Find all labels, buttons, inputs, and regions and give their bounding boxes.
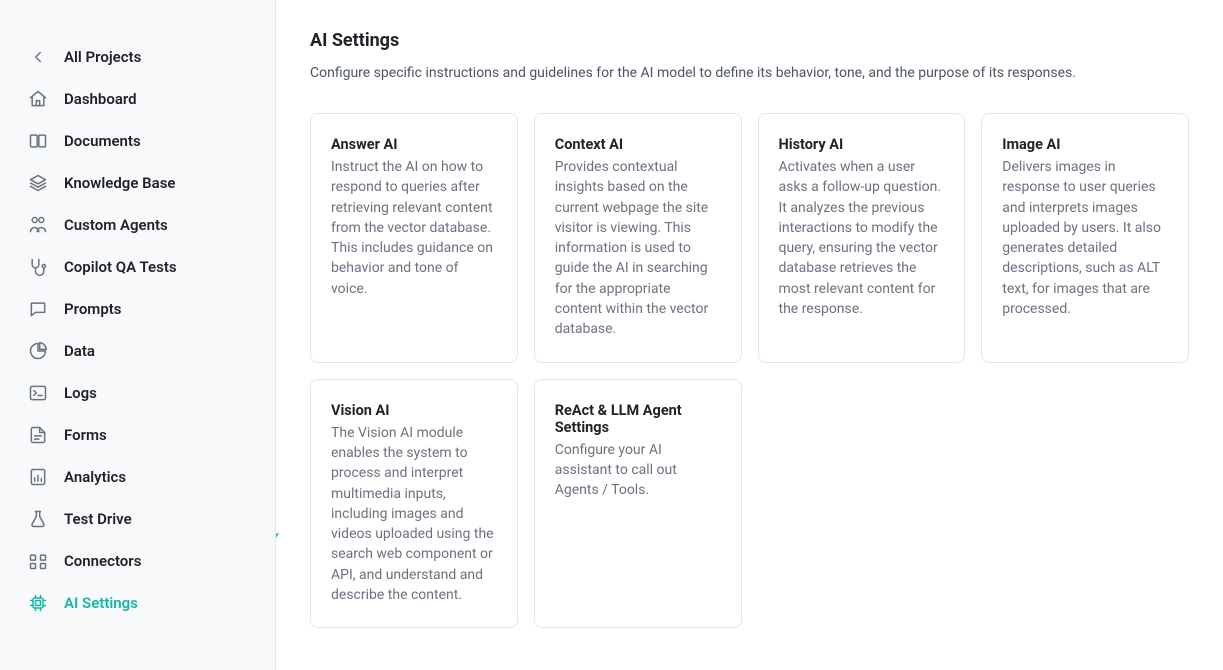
sidebar-item-label: Forms — [64, 426, 107, 444]
card-react-agent[interactable]: ReAct & LLM Agent Settings Configure you… — [534, 379, 742, 629]
card-desc: Provides contextual insights based on th… — [555, 157, 721, 340]
report-icon — [28, 467, 48, 487]
card-desc: Delivers images in response to user quer… — [1002, 157, 1168, 319]
card-grid: Answer AI Instruct the AI on how to resp… — [310, 113, 1189, 628]
sidebar-item-test-drive[interactable]: Test Drive — [14, 498, 275, 540]
sidebar-item-analytics[interactable]: Analytics — [14, 456, 275, 498]
main-content: AI Settings Configure specific instructi… — [276, 0, 1223, 670]
page-subtitle: Configure specific instructions and guid… — [310, 65, 1189, 81]
sidebar-item-copilot-qa[interactable]: Copilot QA Tests — [14, 246, 275, 288]
chip-icon — [28, 593, 48, 613]
card-title: Answer AI — [331, 136, 497, 153]
sidebar-item-prompts[interactable]: Prompts — [14, 288, 275, 330]
sidebar-item-label: Copilot QA Tests — [64, 258, 177, 276]
card-context-ai[interactable]: Context AI Provides contextual insights … — [534, 113, 742, 363]
sidebar-item-documents[interactable]: Documents — [14, 120, 275, 162]
sidebar-item-label: Test Drive — [64, 510, 132, 528]
chevron-left-icon — [28, 47, 48, 67]
sidebar-item-all-projects[interactable]: All Projects — [14, 36, 275, 78]
sidebar-item-label: Logs — [64, 384, 97, 402]
sidebar-item-label: Dashboard — [64, 90, 137, 108]
sidebar-item-label: Prompts — [64, 300, 122, 318]
card-history-ai[interactable]: History AI Activates when a user asks a … — [758, 113, 966, 363]
sidebar-item-dashboard[interactable]: Dashboard — [14, 78, 275, 120]
sidebar: All Projects Dashboard Documents Knowled… — [0, 0, 276, 670]
sidebar-item-forms[interactable]: Forms — [14, 414, 275, 456]
sidebar-item-label: Custom Agents — [64, 216, 168, 234]
terminal-icon — [28, 383, 48, 403]
sidebar-item-data[interactable]: Data — [14, 330, 275, 372]
sidebar-item-label: Data — [64, 342, 95, 360]
pie-icon — [28, 341, 48, 361]
page-title: AI Settings — [310, 30, 1189, 51]
file-icon — [28, 425, 48, 445]
connectors-icon — [28, 551, 48, 571]
card-desc: Instruct the AI on how to respond to que… — [331, 157, 497, 299]
card-vision-ai[interactable]: Vision AI The Vision AI module enables t… — [310, 379, 518, 629]
card-title: ReAct & LLM Agent Settings — [555, 402, 721, 436]
sidebar-item-connectors[interactable]: Connectors — [14, 540, 275, 582]
card-desc: The Vision AI module enables the system … — [331, 423, 497, 606]
card-title: History AI — [779, 136, 945, 153]
sidebar-item-label: Documents — [64, 132, 141, 150]
card-title: Image AI — [1002, 136, 1168, 153]
card-desc: Configure your AI assistant to call out … — [555, 440, 721, 501]
sidebar-item-custom-agents[interactable]: Custom Agents — [14, 204, 275, 246]
sidebar-item-label: Connectors — [64, 552, 141, 570]
layers-icon — [28, 173, 48, 193]
sidebar-item-label: AI Settings — [64, 594, 138, 612]
card-desc: Activates when a user asks a follow-up q… — [779, 157, 945, 319]
sidebar-item-label: Analytics — [64, 468, 126, 486]
card-title: Context AI — [555, 136, 721, 153]
card-title: Vision AI — [331, 402, 497, 419]
flask-icon — [28, 509, 48, 529]
sidebar-item-knowledge-base[interactable]: Knowledge Base — [14, 162, 275, 204]
sidebar-item-logs[interactable]: Logs — [14, 372, 275, 414]
sidebar-item-ai-settings[interactable]: AI Settings — [14, 582, 275, 624]
arrow-annotation-icon — [276, 530, 296, 620]
chat-icon — [28, 299, 48, 319]
sidebar-item-label: All Projects — [64, 48, 141, 66]
card-image-ai[interactable]: Image AI Delivers images in response to … — [981, 113, 1189, 363]
house-icon — [28, 89, 48, 109]
agents-icon — [28, 215, 48, 235]
documents-icon — [28, 131, 48, 151]
sidebar-item-label: Knowledge Base — [64, 174, 175, 192]
stethoscope-icon — [28, 257, 48, 277]
card-answer-ai[interactable]: Answer AI Instruct the AI on how to resp… — [310, 113, 518, 363]
